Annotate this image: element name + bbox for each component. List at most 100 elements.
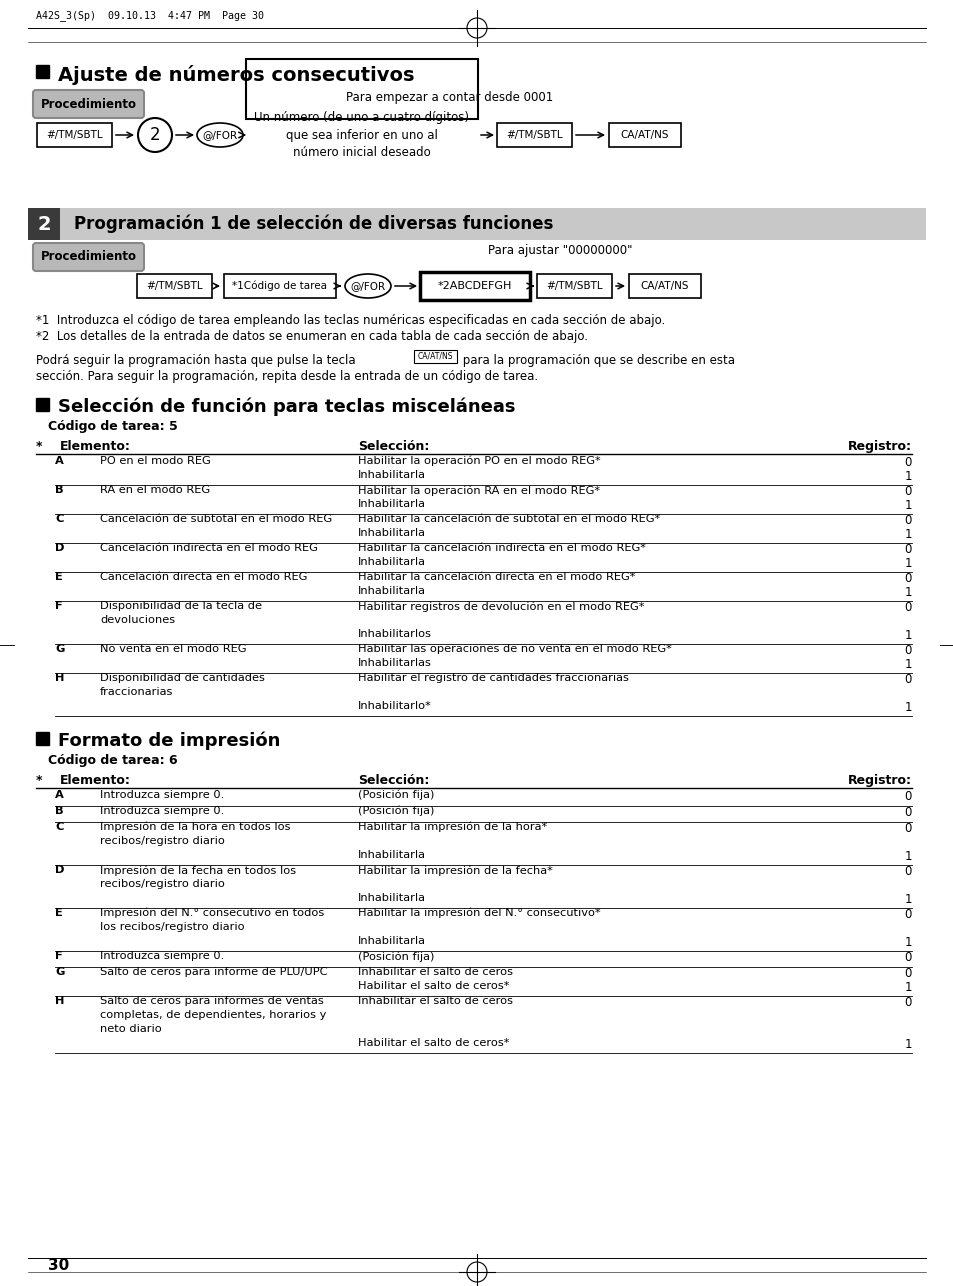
Text: 0: 0 (903, 995, 911, 1010)
Text: D: D (55, 543, 65, 553)
Text: Inhabilitarla: Inhabilitarla (357, 850, 426, 860)
Text: *: * (36, 440, 43, 453)
Text: Habilitar registros de devolución en el modo REG*: Habilitar registros de devolución en el … (357, 601, 643, 612)
Text: Elemento:: Elemento: (60, 440, 131, 453)
Circle shape (138, 118, 172, 152)
Bar (28, 208, 60, 240)
Text: 0: 0 (903, 485, 911, 498)
Text: Código de tarea: 5: Código de tarea: 5 (48, 421, 177, 433)
Text: 1: 1 (903, 499, 911, 512)
Text: Introduzca siempre 0.: Introduzca siempre 0. (100, 952, 224, 961)
Text: Habilitar el salto de ceros*: Habilitar el salto de ceros* (357, 981, 509, 992)
Text: Inhabilitarla: Inhabilitarla (357, 499, 426, 509)
Text: Programación 1 de selección de diversas funciones: Programación 1 de selección de diversas … (74, 215, 553, 233)
Text: neto diario: neto diario (100, 1024, 162, 1034)
Bar (36, 397, 49, 412)
Text: recibos/registro diario: recibos/registro diario (100, 880, 225, 889)
Text: para la programación que se describe en esta: para la programación que se describe en … (458, 354, 734, 367)
FancyBboxPatch shape (33, 90, 144, 118)
Text: Inhabilitarla: Inhabilitarla (357, 529, 426, 538)
Text: Inhabilitarlo*: Inhabilitarlo* (357, 701, 432, 711)
Bar (28, 208, 925, 240)
Text: Disponibilidad de la tecla de: Disponibilidad de la tecla de (100, 601, 262, 611)
Text: Registro:: Registro: (847, 440, 911, 453)
Text: 2: 2 (37, 215, 51, 234)
Text: Habilitar la impresión del N.° consecutivo*: Habilitar la impresión del N.° consecuti… (357, 908, 600, 918)
Text: @/FOR: @/FOR (350, 282, 385, 291)
Text: *1  Introduzca el código de tarea empleando las teclas numéricas especificadas e: *1 Introduzca el código de tarea emplean… (36, 314, 664, 327)
Text: Registro:: Registro: (847, 774, 911, 787)
Text: Cancelación de subtotal en el modo REG: Cancelación de subtotal en el modo REG (100, 514, 332, 523)
Text: #/TM/SBTL: #/TM/SBTL (47, 130, 103, 140)
Text: B: B (55, 806, 64, 817)
Text: C: C (55, 822, 63, 832)
Bar (537, 274, 612, 298)
Text: A42S_3(Sp)  09.10.13  4:47 PM  Page 30: A42S_3(Sp) 09.10.13 4:47 PM Page 30 (36, 10, 264, 21)
Text: 0: 0 (903, 952, 911, 964)
Text: Cancelación directa en el modo REG: Cancelación directa en el modo REG (100, 572, 307, 583)
Text: F: F (55, 601, 63, 611)
Text: Inhabilitarla: Inhabilitarla (357, 469, 426, 480)
Text: 1: 1 (903, 658, 911, 671)
Text: Ajuste de números consecutivos: Ajuste de números consecutivos (58, 66, 414, 85)
Text: *2ABCDEFGH: *2ABCDEFGH (437, 282, 512, 291)
Text: 0: 0 (903, 572, 911, 585)
Text: 0: 0 (903, 644, 911, 657)
Text: Código de tarea: 6: Código de tarea: 6 (48, 754, 177, 766)
Text: 1: 1 (903, 850, 911, 863)
Text: G: G (55, 644, 64, 655)
Text: Salto de ceros para informes de ventas: Salto de ceros para informes de ventas (100, 995, 323, 1006)
Bar (246, 59, 477, 120)
Text: Habilitar la cancelación indirecta en el modo REG*: Habilitar la cancelación indirecta en el… (357, 543, 645, 553)
Text: C: C (55, 514, 63, 523)
Text: Inhabilitar el salto de ceros: Inhabilitar el salto de ceros (357, 967, 513, 977)
Text: Para empezar a contar desde 0001: Para empezar a contar desde 0001 (346, 91, 553, 104)
Ellipse shape (345, 274, 391, 298)
Text: RA en el modo REG: RA en el modo REG (100, 485, 210, 495)
Text: 1: 1 (903, 529, 911, 541)
Text: F: F (55, 952, 63, 961)
Text: No venta en el modo REG: No venta en el modo REG (100, 644, 246, 655)
Bar (628, 274, 700, 298)
Text: Disponibilidad de cantidades: Disponibilidad de cantidades (100, 673, 265, 683)
Text: Inhabilitarlos: Inhabilitarlos (357, 629, 432, 639)
Text: 0: 0 (903, 457, 911, 469)
Text: G: G (55, 967, 64, 977)
Text: D: D (55, 865, 65, 874)
Text: 2: 2 (150, 126, 160, 144)
Text: 1: 1 (903, 629, 911, 642)
Text: Selección:: Selección: (357, 774, 429, 787)
Text: 1: 1 (903, 1038, 911, 1051)
Text: *: * (36, 774, 43, 787)
Bar (137, 274, 213, 298)
Text: H: H (55, 995, 64, 1006)
Text: Inhabilitarla: Inhabilitarla (357, 936, 426, 946)
Text: E: E (55, 908, 63, 918)
Text: Habilitar la impresión de la fecha*: Habilitar la impresión de la fecha* (357, 865, 552, 876)
Text: PO en el modo REG: PO en el modo REG (100, 457, 211, 466)
Bar (608, 123, 680, 147)
Text: los recibos/registro diario: los recibos/registro diario (100, 922, 244, 932)
Text: 1: 1 (903, 981, 911, 994)
Text: sección. Para seguir la programación, repita desde la entrada de un código de ta: sección. Para seguir la programación, re… (36, 370, 537, 383)
Text: Habilitar el registro de cantidades fraccionarias: Habilitar el registro de cantidades frac… (357, 673, 628, 683)
Text: 0: 0 (903, 822, 911, 835)
Text: Un número (de uno a cuatro dígitos)
que sea inferior en uno al
número inicial de: Un número (de uno a cuatro dígitos) que … (254, 112, 469, 158)
Text: fraccionarias: fraccionarias (100, 687, 173, 697)
Text: Introduzca siempre 0.: Introduzca siempre 0. (100, 806, 224, 817)
Text: B: B (55, 485, 64, 495)
Text: A: A (55, 790, 64, 800)
Text: Salto de ceros para informe de PLU/UPC: Salto de ceros para informe de PLU/UPC (100, 967, 327, 977)
Text: #/TM/SBTL: #/TM/SBTL (147, 282, 203, 291)
Text: Habilitar la cancelación directa en el modo REG*: Habilitar la cancelación directa en el m… (357, 572, 635, 583)
Text: E: E (55, 572, 63, 583)
Text: 0: 0 (903, 865, 911, 878)
Text: 0: 0 (903, 514, 911, 527)
Text: Selección de función para teclas misceláneas: Selección de función para teclas miscelá… (58, 397, 515, 417)
Text: (Posición fija): (Posición fija) (357, 806, 434, 817)
Text: *1Código de tarea: *1Código de tarea (233, 280, 327, 291)
Text: Habilitar las operaciones de no venta en el modo REG*: Habilitar las operaciones de no venta en… (357, 644, 671, 655)
Text: (Posición fija): (Posición fija) (357, 790, 434, 800)
Text: Impresión de la fecha en todos los: Impresión de la fecha en todos los (100, 865, 295, 876)
Text: Inhabilitar el salto de ceros: Inhabilitar el salto de ceros (357, 995, 513, 1006)
